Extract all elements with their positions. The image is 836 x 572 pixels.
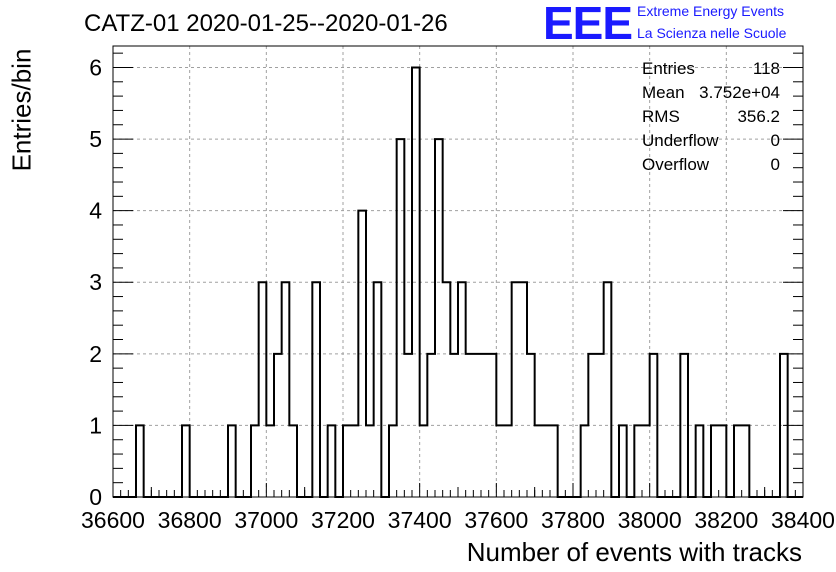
histogram-bin [389,425,397,497]
y-tick-label: 4 [89,198,102,224]
x-axis-ticks: 36600 36800 37000 37200 37400 37600 37800 38000… [81,483,835,533]
histogram-bin [642,425,650,497]
histogram-bin [420,425,428,497]
histogram-bin [711,425,719,497]
stats-value: 356.2 [737,107,780,126]
x-tick-label: 36600 [81,507,145,533]
stats-row-underflow: Underflow 0 [642,131,780,155]
histogram-bin [251,425,259,497]
stats-key: Mean [642,83,685,102]
histogram-bin [328,425,336,497]
histogram-bin [366,425,374,497]
stats-value: 0 [770,155,780,174]
y-tick-label: 1 [89,412,102,438]
histogram-bin [550,425,558,497]
x-tick-label: 38200 [694,507,758,533]
histogram-bin [734,425,742,497]
histogram-bin [512,282,520,497]
stats-key: Underflow [642,131,719,150]
x-tick-label: 37200 [311,507,375,533]
x-tick-label: 37600 [464,507,528,533]
histogram-bin [182,425,190,497]
histogram-series [113,66,803,498]
histogram-bin [719,425,727,497]
histogram-bin [542,425,550,497]
histogram-bin [519,282,527,497]
y-axis-ticks: 0 1 2 3 4 5 6 [89,52,803,510]
stats-box: Entries 118 Mean 3.752e+04 RMS 356.2 Und… [642,59,780,179]
histogram-bin [228,425,236,497]
histogram-bin [312,282,320,497]
histogram-bin [496,425,504,497]
histogram-bin [289,425,297,497]
stats-row-overflow: Overflow 0 [642,155,780,179]
x-tick-label: 36800 [158,507,222,533]
y-tick-label: 3 [89,269,102,295]
x-tick-label: 37000 [234,507,298,533]
x-tick-label: 38400 [771,507,835,533]
histogram-bin [619,425,627,497]
histogram-bin [266,425,274,497]
histogram-bin [742,425,750,497]
histogram-bin [604,282,612,497]
eee-logo: EEE [543,0,633,49]
histogram-bin [443,282,451,497]
histogram-bin [535,425,543,497]
y-tick-label: 6 [89,54,102,80]
y-tick-label: 0 [89,484,102,510]
histogram-bin [136,425,144,497]
histogram-bin [282,282,290,497]
histogram-bin [259,282,267,497]
histogram-bin [435,139,443,497]
histogram-bin [581,425,589,497]
histogram-bin [504,425,512,497]
x-tick-label: 37800 [541,507,605,533]
histogram-bin [634,425,642,497]
histogram-bin [374,282,382,497]
x-tick-label: 37400 [388,507,452,533]
stats-key: RMS [642,107,680,126]
x-axis-label: Number of events with tracks [466,537,802,567]
stats-value: 118 [752,59,780,78]
y-axis-label: Entries/bin [6,48,37,172]
histogram-bin [458,282,466,497]
histogram-bin [351,425,359,497]
histogram-bin [696,425,704,497]
stats-row-mean: Mean 3.752e+04 [642,83,780,107]
y-tick-label: 5 [89,126,102,152]
histogram-bin [397,139,405,497]
x-tick-label: 38000 [618,507,682,533]
histogram-outline [113,66,803,498]
histogram-bin [343,425,351,497]
chart-title: CATZ-01 2020-01-25--2020-01-26 [84,10,448,37]
stats-key: Entries [642,59,695,78]
logo-line-scienza-scuole: La Scienza nelle Scuole [637,25,787,41]
stats-value: 3.752e+04 [699,83,780,102]
logo-line-extreme-energy-events: Extreme Energy Events [637,3,785,19]
stats-value: 0 [770,131,780,150]
stats-row-rms: RMS 356.2 [642,107,780,131]
y-tick-label: 2 [89,341,102,367]
stats-row-entries: Entries 118 [642,59,780,83]
stats-key: Overflow [642,155,710,174]
